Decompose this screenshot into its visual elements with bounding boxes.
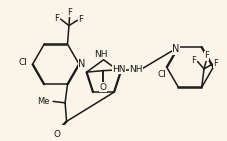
Text: O: O bbox=[53, 130, 60, 139]
Text: HN: HN bbox=[112, 65, 125, 74]
Text: F: F bbox=[78, 15, 83, 24]
Text: NH: NH bbox=[129, 65, 143, 74]
Text: N: N bbox=[78, 59, 85, 69]
Text: F: F bbox=[54, 14, 59, 23]
Text: N: N bbox=[172, 44, 179, 54]
Text: Cl: Cl bbox=[19, 58, 27, 67]
Text: Cl: Cl bbox=[157, 70, 166, 79]
Text: F: F bbox=[213, 59, 217, 68]
Text: NH: NH bbox=[94, 50, 107, 59]
Text: F: F bbox=[67, 8, 72, 17]
Text: O: O bbox=[99, 82, 106, 92]
Text: Me: Me bbox=[37, 97, 49, 106]
Text: F: F bbox=[191, 56, 195, 65]
Text: F: F bbox=[203, 51, 208, 60]
